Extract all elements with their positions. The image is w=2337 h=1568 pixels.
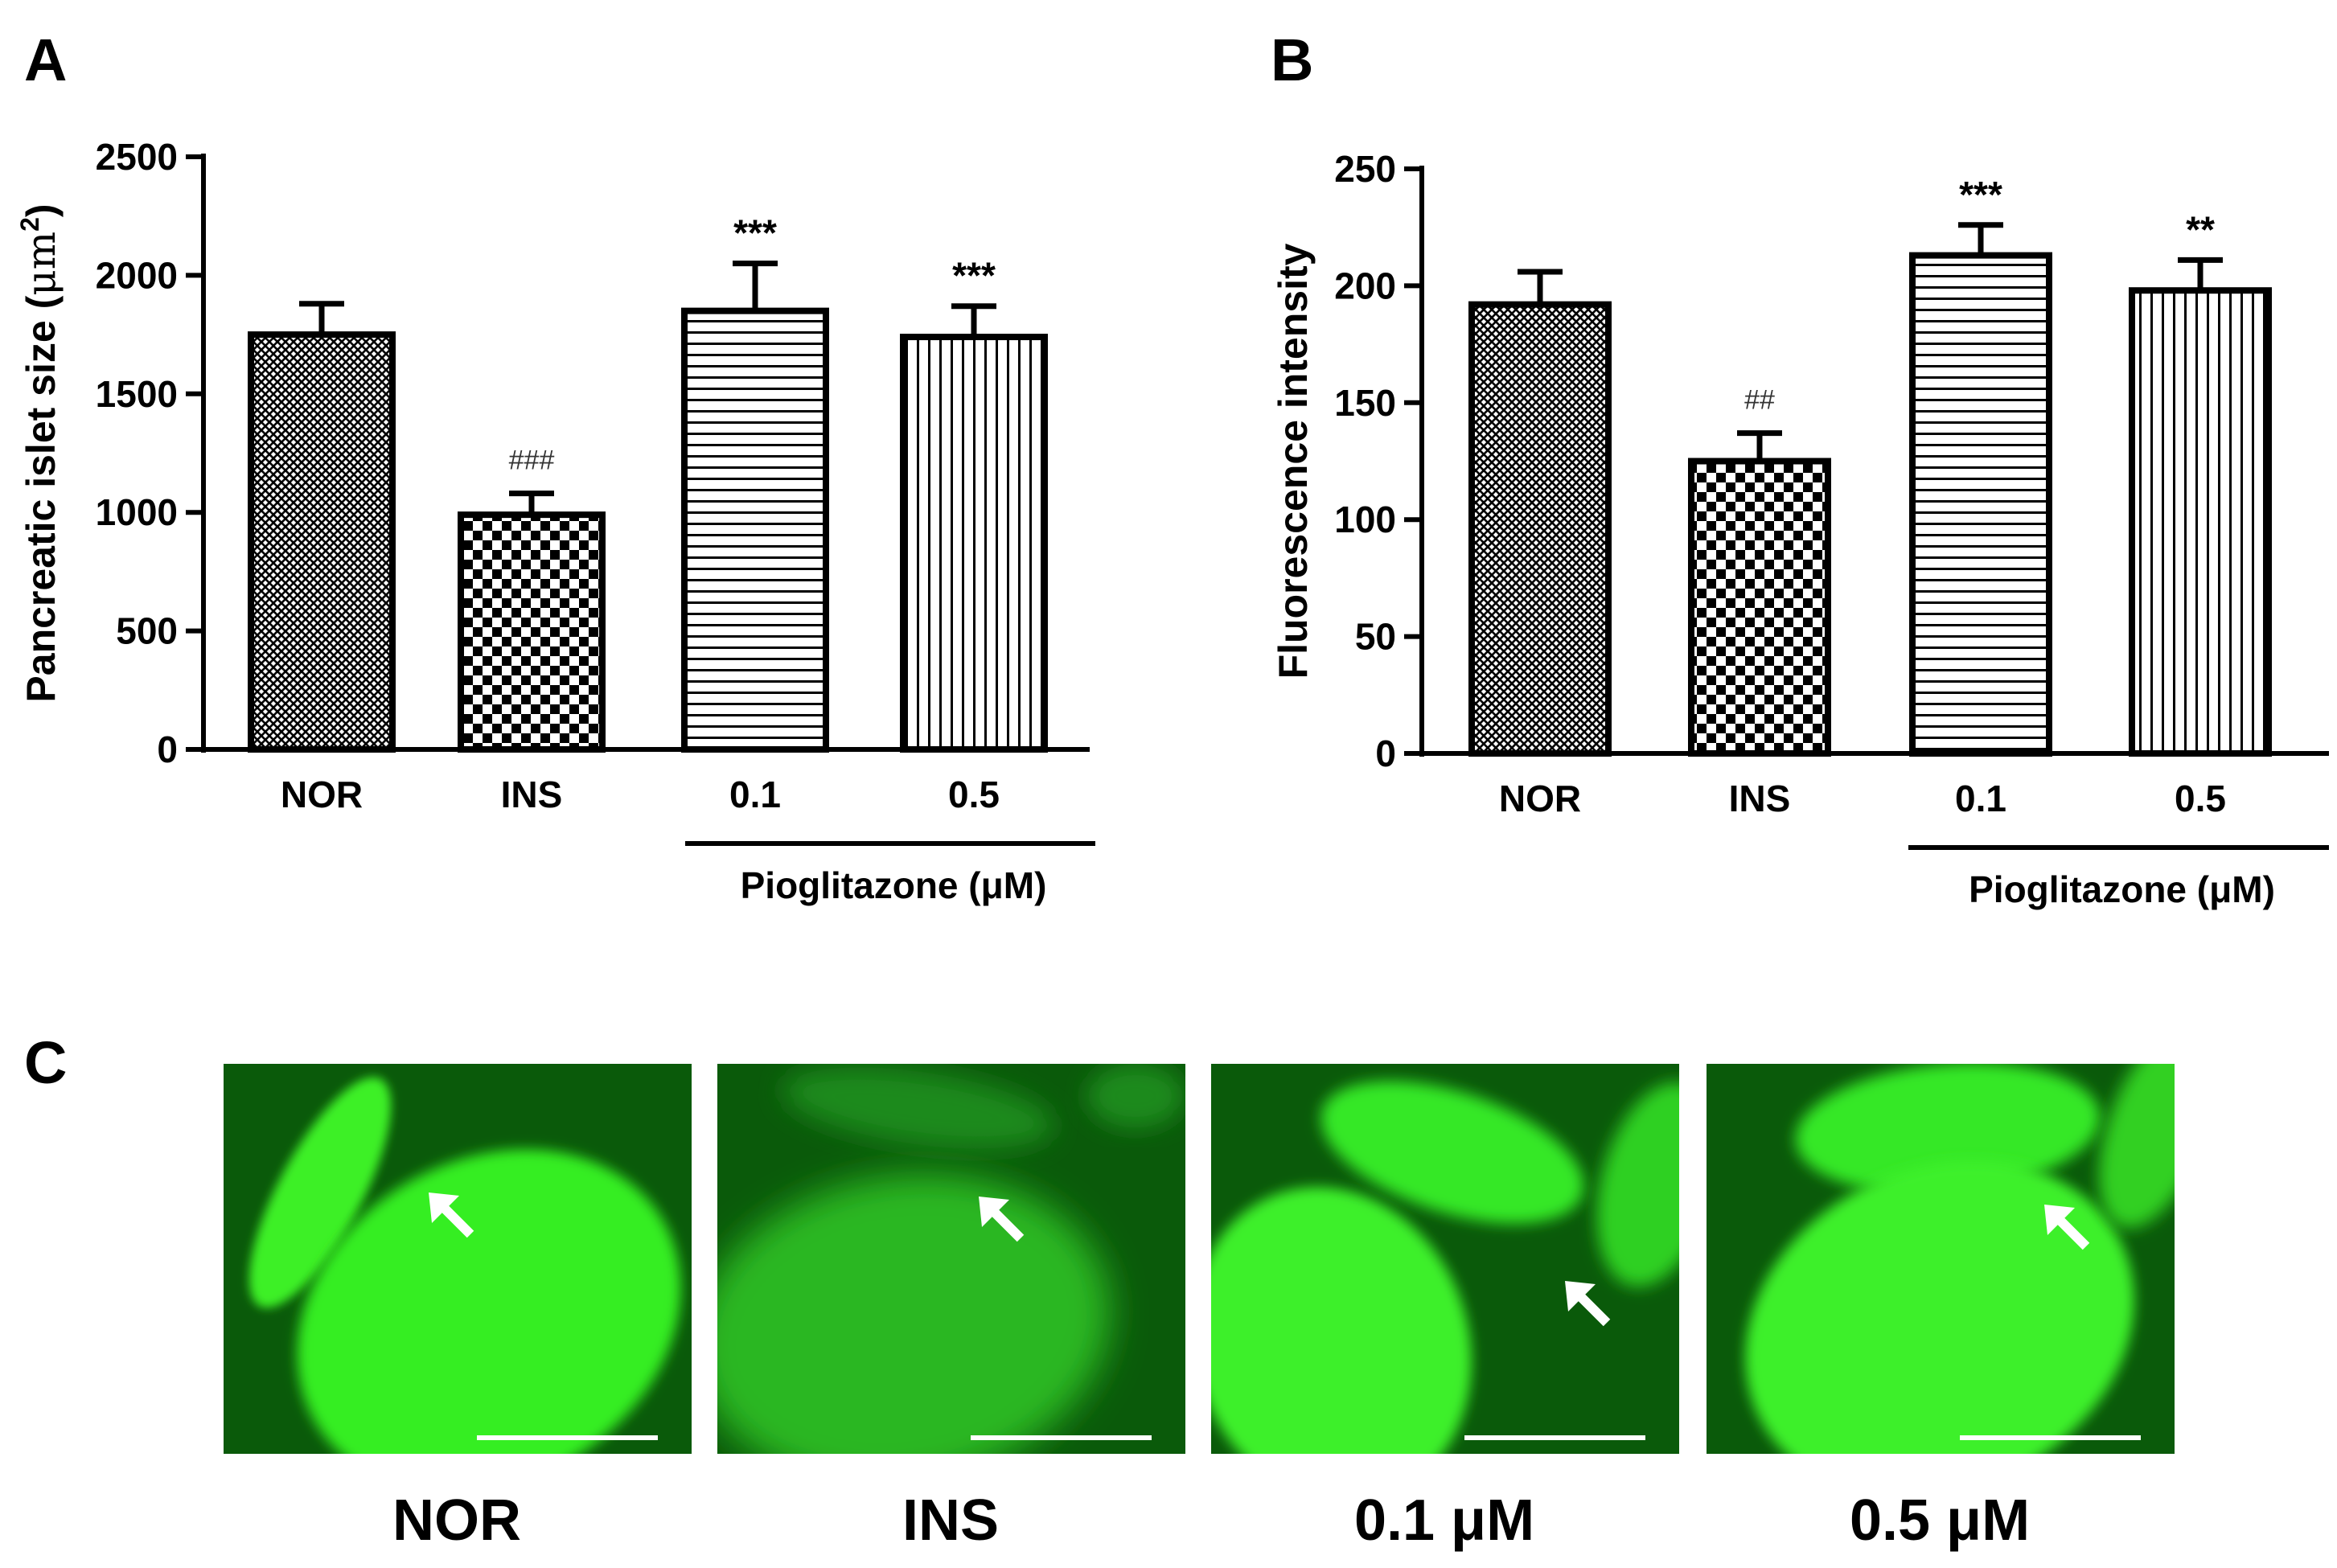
- bar-01: [1909, 252, 2052, 757]
- x-tick-label: INS: [501, 774, 563, 815]
- y-tick-label: 150: [1334, 382, 1396, 424]
- bar-nor: [1468, 301, 1612, 757]
- islet-region: [297, 1149, 681, 1493]
- islet-region: [248, 1077, 392, 1308]
- islet-region: [1795, 1062, 2101, 1194]
- y-axis-label: Pancreatic islet size (μm2): [15, 203, 64, 702]
- y-tick-label: 1000: [96, 491, 178, 533]
- islet-region: [1745, 1160, 2134, 1498]
- panel-letter-a: A: [24, 27, 68, 93]
- x-tick-label: INS: [1729, 778, 1791, 819]
- x-tick-label: 0.1: [729, 774, 781, 815]
- y-tick-label: 0: [157, 729, 178, 770]
- image-label: 0.1 μM: [1353, 1488, 1535, 1553]
- chart-a: NOR ### INS *** 0.1 *** 0.5 0 500 1000 1500 2000 250…: [15, 136, 1095, 906]
- bar-nor: [248, 331, 396, 753]
- x-tick-label: NOR: [281, 774, 363, 815]
- significance-annotation: ***: [733, 212, 777, 254]
- significance-annotation: ##: [1744, 385, 1775, 416]
- fluorescence-image: [224, 1064, 692, 1493]
- bar-05: [2129, 287, 2272, 757]
- islet-region: [1192, 1187, 1472, 1504]
- image-label: INS: [902, 1488, 1000, 1553]
- y-tick-label: 100: [1334, 499, 1396, 540]
- arrow-icon: [979, 1197, 1025, 1242]
- islet-region: [782, 1067, 1054, 1149]
- bar-ins: [1688, 458, 1831, 757]
- bar-01: [681, 307, 829, 753]
- y-tick-label: 250: [1334, 148, 1396, 190]
- x-tick-label: 0.5: [2175, 778, 2226, 819]
- fluorescence-image: [1707, 1028, 2215, 1498]
- y-tick-label: 2500: [96, 136, 178, 178]
- islet-region: [694, 1174, 1111, 1484]
- y-axis-label: Fluorescence intensity: [1271, 243, 1316, 679]
- arrow-icon: [429, 1192, 474, 1238]
- panel-letter-b: B: [1271, 27, 1314, 93]
- group-label: Pioglitazone (μM): [741, 864, 1047, 906]
- fluorescence-image: [1192, 1064, 1719, 1504]
- x-tick-label: 0.5: [948, 774, 1000, 815]
- y-tick-label: 500: [116, 610, 178, 652]
- group-label: Pioglitazone (μM): [1969, 868, 2275, 910]
- arrow-icon: [1565, 1281, 1611, 1327]
- arrow-icon: [2044, 1205, 2090, 1250]
- x-tick-label: 0.1: [1955, 778, 2006, 819]
- y-tick-label: 2000: [96, 254, 178, 296]
- significance-annotation: ###: [509, 445, 555, 476]
- fluorescence-image: [694, 1064, 1185, 1484]
- significance-annotation: **: [2186, 208, 2215, 250]
- y-tick-label: 0: [1375, 733, 1396, 774]
- y-tick-label: 200: [1334, 265, 1396, 306]
- x-tick-label: NOR: [1499, 778, 1581, 819]
- islet-region: [1087, 1064, 1184, 1128]
- image-label: NOR: [392, 1488, 521, 1553]
- bar-ins: [458, 511, 606, 753]
- significance-annotation: ***: [1959, 174, 2002, 215]
- panel-letter-c: C: [24, 1029, 68, 1096]
- chart-b: NOR ## INS *** 0.1 ** 0.5 0 50 100 150 200 250 Fluore…: [1271, 148, 2329, 910]
- y-tick-label: 1500: [96, 373, 178, 415]
- significance-annotation: ***: [952, 255, 996, 297]
- bar-05: [900, 334, 1048, 753]
- islet-region: [1320, 1081, 1584, 1224]
- y-tick-label: 50: [1355, 616, 1396, 658]
- image-label: 0.5 μM: [1849, 1488, 2031, 1553]
